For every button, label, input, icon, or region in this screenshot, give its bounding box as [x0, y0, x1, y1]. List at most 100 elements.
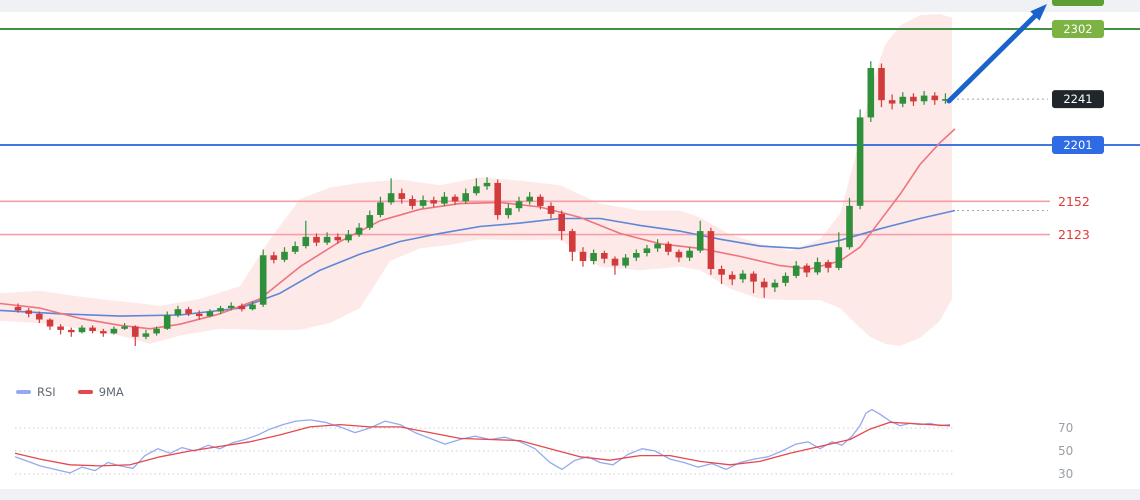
legend-item-9ma[interactable]: 9MA	[77, 385, 124, 399]
candle-body	[249, 304, 256, 310]
candle-body	[696, 231, 704, 251]
candle-body	[792, 265, 800, 276]
candle-body	[57, 326, 64, 330]
candle-body	[366, 215, 374, 228]
candle-body	[441, 196, 448, 204]
candle-body	[291, 246, 299, 252]
candle-body	[419, 200, 427, 206]
candle-body	[185, 309, 192, 314]
candle-body	[36, 313, 43, 320]
nine-ma-legend-label: 9MA	[98, 385, 124, 399]
candle-body	[558, 213, 565, 232]
candle-body	[398, 193, 406, 199]
candle-body	[910, 96, 917, 102]
candle-body	[430, 200, 437, 204]
candle-body	[281, 251, 288, 260]
candle-body	[355, 227, 363, 235]
candle-body	[323, 236, 331, 243]
candle-body	[387, 193, 395, 203]
legend-item-rsi[interactable]: RSI	[16, 385, 56, 399]
candle-body	[601, 253, 608, 259]
candle-body	[526, 196, 533, 202]
candle-body	[611, 258, 619, 266]
candle-body	[942, 99, 949, 101]
price-badge	[1052, 20, 1104, 38]
candle-body	[302, 236, 310, 247]
candle-body	[750, 273, 757, 282]
rsi-line	[14, 408, 951, 474]
candle-body	[334, 236, 342, 241]
candle-body	[579, 251, 587, 261]
candle-body	[888, 100, 896, 104]
price-level-label: 2152	[1058, 194, 1090, 209]
candle-body	[14, 306, 22, 311]
candle-body	[121, 326, 128, 329]
price-badge	[1052, 136, 1104, 154]
candle-body	[163, 315, 171, 329]
candle-body	[100, 331, 107, 334]
bottom-gutter	[0, 489, 1140, 500]
candle-body	[142, 333, 150, 337]
candle-body	[238, 305, 246, 310]
target-price-badge-cut	[1052, 0, 1104, 6]
candle-body	[665, 243, 672, 252]
candle-body	[313, 236, 320, 243]
candle-body	[846, 205, 853, 248]
rsi-line-swatch	[16, 390, 31, 394]
candle-body	[409, 199, 416, 206]
rsi-level-label: 50	[1058, 444, 1073, 458]
candle-body	[739, 273, 747, 280]
candle-body	[803, 265, 811, 273]
candle-body	[782, 275, 789, 283]
candle-body	[206, 311, 214, 317]
candle-body	[345, 234, 352, 241]
candle-body	[771, 282, 779, 288]
candle-body	[46, 319, 54, 327]
candle-body	[473, 186, 480, 194]
candle-body	[633, 253, 640, 258]
candle-body	[515, 201, 523, 209]
top-gutter	[0, 0, 1140, 12]
candle-body	[856, 117, 864, 206]
candle-body	[174, 309, 182, 315]
rsi-legend-label: RSI	[37, 385, 56, 399]
candle-body	[78, 327, 86, 333]
candle-body	[899, 96, 907, 104]
candle-body	[537, 196, 544, 206]
candle-body	[505, 208, 512, 216]
candle-body	[195, 313, 203, 317]
candle-body	[707, 231, 715, 269]
candle-body	[824, 262, 832, 268]
candle-body	[153, 328, 160, 334]
candle-body	[654, 243, 661, 249]
price-badge-label: 2302	[1063, 22, 1092, 36]
candle-body	[270, 255, 278, 260]
candle-body	[867, 68, 875, 118]
candle-body	[451, 196, 459, 202]
candle-body	[217, 308, 224, 312]
trend-arrow-head	[1030, 4, 1047, 21]
candle-body	[728, 274, 736, 280]
candle-body	[814, 262, 821, 273]
candle-body	[622, 257, 629, 266]
candle-body	[675, 251, 683, 258]
candle-body	[590, 253, 597, 261]
indicator-legend: RSI 9MA	[16, 385, 124, 399]
price-badge-label: 2201	[1063, 138, 1092, 152]
candle-body	[377, 202, 384, 215]
candle-body	[89, 327, 96, 331]
candle-body	[878, 68, 885, 101]
candle-body	[920, 95, 928, 102]
candle-body	[68, 329, 75, 333]
candle-body	[494, 182, 501, 216]
price-badge-label: 2241	[1063, 92, 1092, 106]
candle-body	[569, 231, 576, 252]
rsi-level-label: 70	[1058, 421, 1073, 435]
candle-body	[462, 193, 469, 202]
candle-body	[547, 205, 555, 214]
candle-body	[643, 248, 651, 253]
candle-body	[835, 247, 843, 268]
candle-body	[259, 255, 267, 305]
